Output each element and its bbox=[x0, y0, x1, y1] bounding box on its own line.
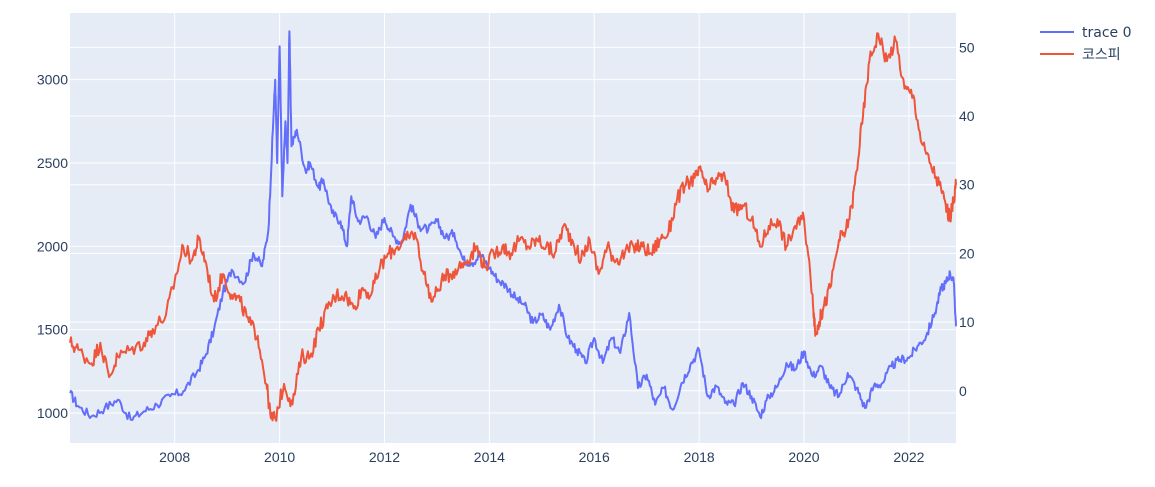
y-right-tick-labels: 0 10 20 30 40 50 bbox=[959, 39, 975, 398]
legend-label: 코스피 bbox=[1082, 47, 1121, 63]
legend-item[interactable]: 코스피 bbox=[1040, 47, 1121, 63]
y-right-tick-label: 10 bbox=[959, 314, 975, 330]
legend-item[interactable]: trace 0 bbox=[1040, 25, 1132, 41]
legend-label: trace 0 bbox=[1082, 25, 1132, 41]
x-tick-label: 2014 bbox=[474, 449, 505, 465]
y-right-tick-label: 40 bbox=[959, 108, 975, 124]
x-tick-label: 2018 bbox=[684, 449, 715, 465]
y-left-tick-label: 2000 bbox=[37, 238, 68, 254]
series-line-trace-0 bbox=[69, 30, 957, 421]
y-left-tick-label: 1500 bbox=[37, 322, 68, 338]
legend[interactable]: trace 0 코스피 bbox=[1040, 25, 1132, 63]
y-right-tick-label: 50 bbox=[959, 39, 975, 55]
series-layer bbox=[69, 30, 957, 422]
y-left-tick-label: 1000 bbox=[37, 405, 68, 421]
y-left-tick-label: 3000 bbox=[37, 72, 68, 88]
x-tick-label: 2012 bbox=[369, 449, 400, 465]
series-line-kospi bbox=[69, 32, 957, 422]
x-tick-label: 2022 bbox=[893, 449, 924, 465]
y-right-tick-label: 20 bbox=[959, 245, 975, 261]
x-tick-label: 2016 bbox=[579, 449, 610, 465]
y-left-tick-label: 2500 bbox=[37, 155, 68, 171]
y-gridlines bbox=[70, 46, 956, 414]
plot-background bbox=[70, 13, 956, 443]
x-tick-label: 2020 bbox=[788, 449, 819, 465]
x-tick-labels: 2008 2010 2012 2014 2016 2018 2020 2022 bbox=[159, 449, 925, 465]
y-right-tick-label: 0 bbox=[959, 383, 967, 399]
x-tick-label: 2010 bbox=[264, 449, 295, 465]
x-tick-label: 2008 bbox=[159, 449, 190, 465]
y-left-tick-labels: 1000 1500 2000 2500 3000 bbox=[37, 72, 68, 421]
y-right-tick-label: 30 bbox=[959, 177, 975, 193]
